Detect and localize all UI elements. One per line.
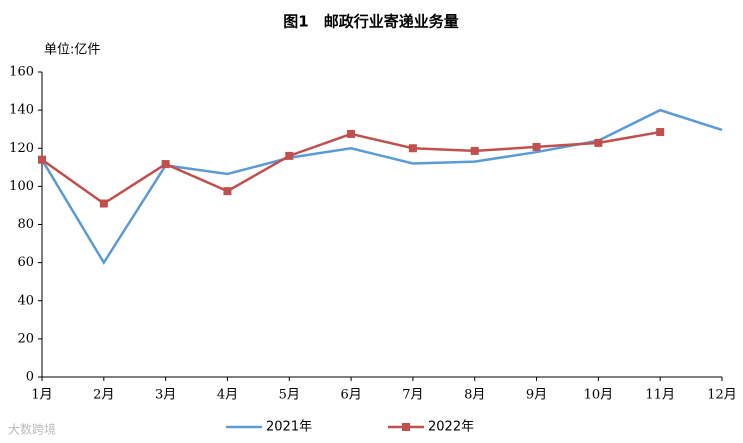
watermark: 大数跨境 [8, 422, 56, 437]
x-tick-label: 4月 [217, 388, 238, 403]
data-point [161, 160, 170, 169]
x-tick-label: 10月 [584, 388, 614, 403]
data-point [285, 151, 294, 160]
data-point [594, 138, 603, 147]
data-point [223, 187, 232, 196]
y-tick-label: 0 [26, 370, 34, 385]
data-point [99, 199, 108, 208]
x-tick-label: 7月 [402, 388, 423, 403]
x-tick-label: 12月 [707, 388, 737, 403]
y-tick-label: 80 [17, 217, 34, 232]
data-point [347, 129, 356, 138]
y-unit-label: 单位:亿件 [44, 43, 100, 58]
series-line [41, 130, 661, 206]
y-tick-label: 20 [17, 331, 34, 346]
series-line [40, 108, 723, 266]
x-tick-label: 8月 [464, 388, 485, 403]
x-tick-label: 3月 [155, 388, 176, 403]
y-tick-label: 100 [9, 179, 34, 194]
x-tick-label: 1月 [31, 388, 52, 403]
x-tick-label: 9月 [526, 388, 547, 403]
y-tick-label: 40 [17, 293, 34, 308]
x-tick-label: 11月 [645, 388, 675, 403]
y-tick-label: 140 [9, 103, 34, 118]
legend-marker [402, 423, 410, 431]
x-tick-label: 5月 [279, 388, 300, 403]
data-point [408, 144, 417, 153]
legend-label: 2022年 [428, 420, 474, 435]
y-tick-label: 60 [17, 255, 34, 270]
legend-label: 2021年 [266, 420, 312, 435]
y-tick-label: 120 [9, 141, 34, 156]
y-tick-label: 160 [9, 65, 34, 80]
data-point [656, 128, 665, 137]
data-point [470, 146, 479, 155]
chart-title: 图1 邮政行业寄递业务量 [283, 13, 458, 31]
data-point [532, 142, 541, 151]
x-tick-label: 2月 [93, 388, 114, 403]
data-point [38, 155, 46, 164]
x-tick-label: 6月 [340, 388, 361, 403]
